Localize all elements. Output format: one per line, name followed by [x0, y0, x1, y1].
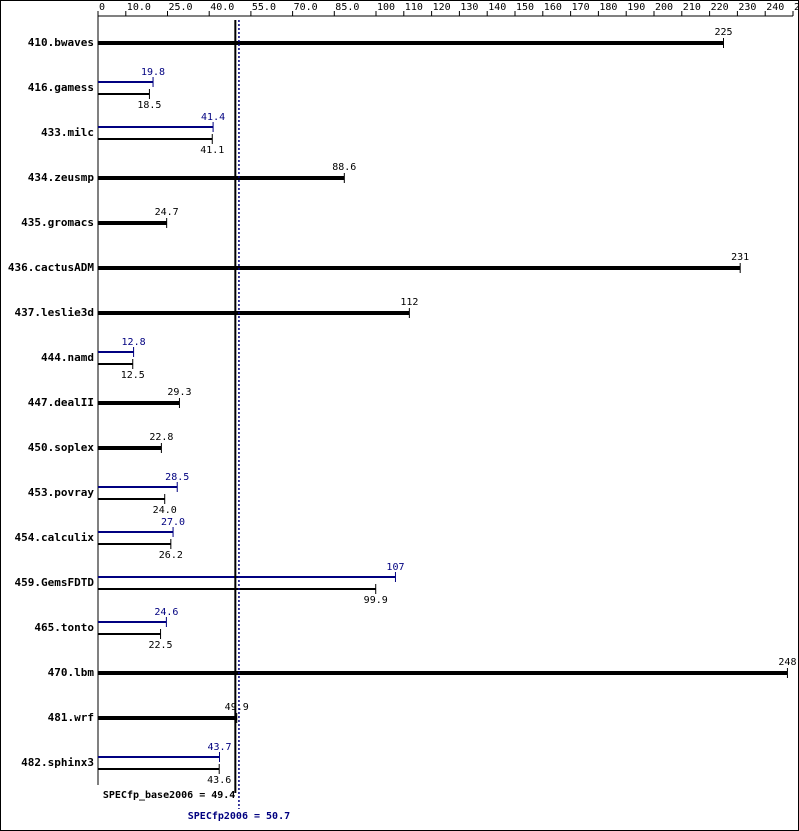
x-tick-label: 55.0 [252, 2, 276, 13]
category-label: 410.bwaves [28, 36, 94, 49]
bar [98, 176, 345, 180]
category-label: 450.soplex [28, 441, 95, 454]
x-tick-label: 170 [572, 2, 590, 13]
category-label: 459.GemsFDTD [15, 576, 95, 589]
category-label: 435.gromacs [21, 216, 94, 229]
value-label: 29.3 [167, 387, 191, 398]
category-label: 447.dealII [28, 396, 94, 409]
value-label: 112 [400, 297, 418, 308]
x-tick-label: 210 [683, 2, 701, 13]
category-label: 444.namd [41, 351, 94, 364]
x-tick-label: 40.0 [210, 2, 234, 13]
value-label: 12.5 [121, 370, 145, 381]
value-label: 24.7 [155, 207, 179, 218]
bar [98, 401, 180, 405]
bar [98, 671, 788, 675]
value-label: 225 [714, 27, 732, 38]
bar [98, 93, 150, 95]
x-tick-label: 150 [516, 2, 534, 13]
category-label: 453.povray [28, 486, 95, 499]
category-label: 454.calculix [15, 531, 95, 544]
bar [98, 41, 724, 45]
bar [98, 588, 376, 590]
x-tick-label: 120 [433, 2, 451, 13]
bar [98, 498, 165, 500]
value-label: 22.5 [149, 640, 173, 651]
category-label: 470.lbm [48, 666, 95, 679]
reference-label: SPECfp_base2006 = 49.4 [103, 790, 235, 801]
bar [98, 716, 237, 720]
category-label: 437.leslie3d [15, 306, 94, 319]
category-label: 416.gamess [28, 81, 94, 94]
x-tick-label: 85.0 [335, 2, 359, 13]
x-tick-label: 110 [405, 2, 423, 13]
bar [98, 266, 741, 270]
value-label: 24.0 [153, 505, 177, 516]
x-tick-label: 180 [599, 2, 617, 13]
bar [98, 633, 161, 635]
bar [98, 126, 214, 128]
x-tick-label: 250 [794, 2, 799, 13]
x-tick-label: 10.0 [127, 2, 151, 13]
value-label: 41.1 [200, 145, 224, 156]
x-tick-label: 100 [377, 2, 395, 13]
x-tick-label: 200 [655, 2, 673, 13]
value-label: 24.6 [154, 607, 178, 618]
category-label: 482.sphinx3 [21, 756, 94, 769]
bar [98, 138, 213, 140]
value-label: 107 [386, 562, 404, 573]
reference-label: SPECfp2006 = 50.7 [188, 811, 290, 822]
x-tick-label: 0 [99, 2, 105, 13]
value-label: 43.6 [207, 775, 231, 786]
value-label: 12.8 [122, 337, 146, 348]
bar [98, 621, 167, 623]
category-label: 436.cactusADM [8, 261, 94, 274]
value-label: 231 [731, 252, 749, 263]
bar [98, 446, 162, 450]
category-label: 481.wrf [48, 711, 94, 724]
x-tick-label: 230 [738, 2, 756, 13]
bar [98, 221, 167, 225]
value-label: 248 [778, 657, 796, 668]
value-label: 41.4 [201, 112, 225, 123]
bar [98, 486, 178, 488]
x-tick-label: 130 [460, 2, 478, 13]
value-label: 26.2 [159, 550, 183, 561]
bar [98, 768, 220, 770]
value-label: 99.9 [364, 595, 388, 606]
value-label: 19.8 [141, 67, 165, 78]
bar [98, 531, 174, 533]
bar [98, 351, 134, 353]
value-label: 43.7 [207, 742, 231, 753]
x-tick-label: 240 [766, 2, 784, 13]
value-label: 22.8 [149, 432, 173, 443]
bar [98, 363, 133, 365]
x-tick-label: 190 [627, 2, 645, 13]
bar [98, 311, 410, 315]
value-label: 28.5 [165, 472, 189, 483]
category-label: 465.tonto [34, 621, 94, 634]
bar [98, 756, 220, 758]
value-label: 18.5 [137, 100, 161, 111]
value-label: 27.0 [161, 517, 185, 528]
category-label: 433.milc [41, 126, 94, 139]
bar [98, 543, 171, 545]
category-label: 434.zeusmp [28, 171, 95, 184]
x-tick-label: 25.0 [169, 2, 193, 13]
value-label: 49.9 [225, 702, 249, 713]
value-label: 88.6 [332, 162, 356, 173]
x-tick-label: 220 [711, 2, 729, 13]
x-tick-label: 160 [544, 2, 562, 13]
bar [98, 576, 396, 578]
x-tick-label: 70.0 [294, 2, 318, 13]
x-tick-label: 140 [488, 2, 506, 13]
bar [98, 81, 154, 83]
